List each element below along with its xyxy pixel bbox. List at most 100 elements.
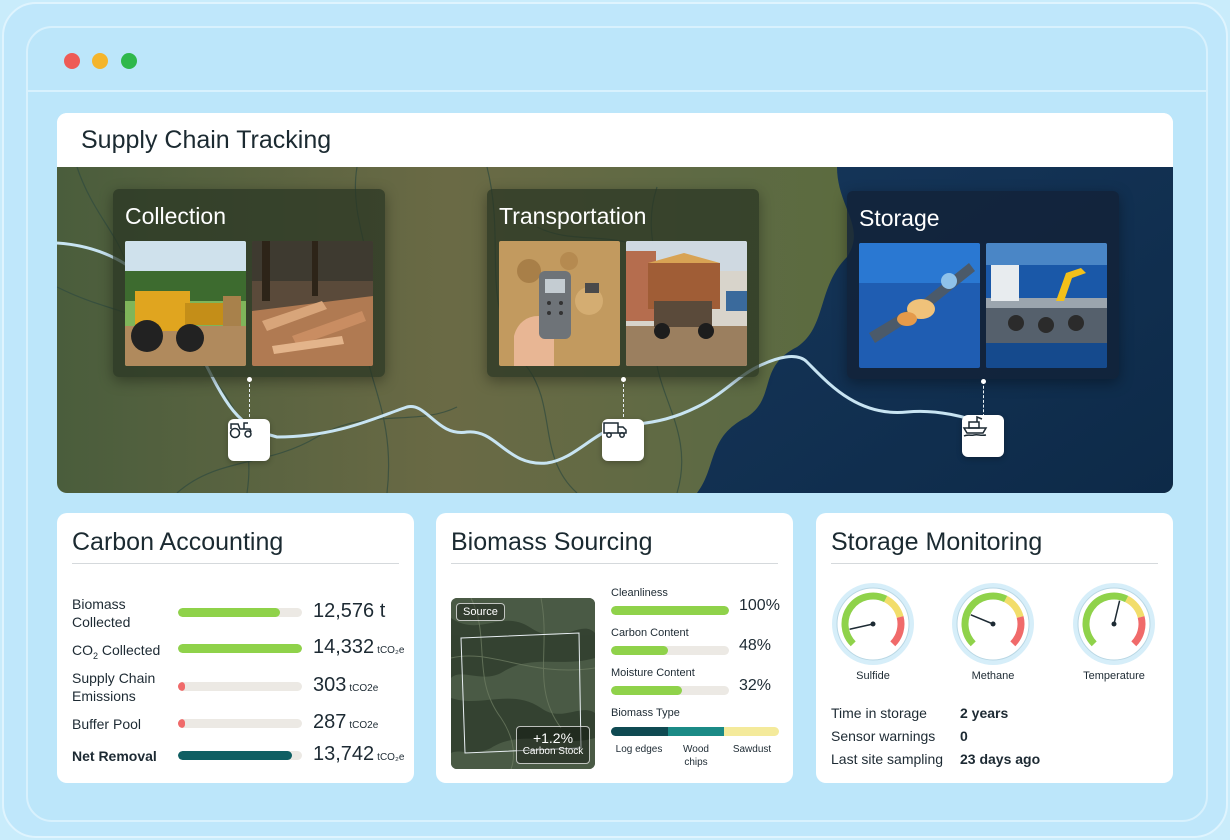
truck-icon[interactable]: [602, 419, 644, 461]
gauge-hub: [870, 621, 876, 627]
gauge-band-1: [883, 595, 904, 619]
carbon-row-net-removal: Net Removal 13,742 tCO₂e: [72, 743, 405, 782]
temperature-gauge: [1073, 583, 1155, 665]
carbon-row-bar-fill: [178, 608, 280, 617]
gauge-needle: [1113, 600, 1121, 625]
metric-label: Cleanliness: [611, 587, 668, 599]
supply-chain-panel: Supply Chain Tracking: [57, 113, 1173, 493]
biomass-type-segment-1: [668, 727, 724, 736]
biomass-type-section: Biomass Type Log edges Wood chips Sawdus…: [611, 707, 781, 768]
collection-stage-card[interactable]: Collection: [113, 189, 385, 377]
methane-gauge: [952, 583, 1034, 665]
carbon-row-bar-fill: [178, 644, 302, 653]
carbon-row-label: Buffer Pool: [72, 716, 142, 732]
temperature-gauge-label: Temperature: [1083, 670, 1145, 682]
metric-moisture-content: Moisture Content 32%: [611, 667, 781, 695]
metric-bar: [611, 606, 729, 615]
metric-value: 32%: [739, 677, 772, 694]
sensor-warnings-value: 0: [960, 728, 968, 744]
biomass-type-label: Biomass Type: [611, 707, 680, 719]
supply-chain-title: Supply Chain Tracking: [81, 126, 332, 154]
sulfide-gauge: [832, 583, 914, 665]
carbon-accounting-card: Carbon Accounting Biomass Collected 12,5…: [57, 513, 414, 783]
biomass-type-bar: [611, 727, 779, 736]
sensor-warnings-label: Sensor warnings: [831, 728, 936, 744]
metric-bar-fill: [611, 646, 668, 655]
storage-stage-title: Storage: [859, 205, 940, 231]
map-source-badge[interactable]: Source: [456, 603, 505, 621]
gauge-hub: [1111, 621, 1117, 627]
moisture-meter-photo: [499, 241, 620, 366]
divider: [451, 563, 778, 564]
collection-connector-dot: [247, 377, 252, 382]
sourcing-satellite-map[interactable]: Source +1.2% Carbon Stock: [451, 598, 595, 769]
transportation-stage-title: Transportation: [499, 203, 647, 229]
maximize-window-button[interactable]: [121, 53, 137, 69]
transportation-connector-dot: [621, 377, 626, 382]
biomass-type-sawdust: Sawdust: [732, 744, 772, 755]
carbon-row-bar-fill: [178, 719, 186, 728]
carbon-row-bar: [178, 644, 302, 653]
last-site-sampling-value: 23 days ago: [960, 751, 1041, 767]
dump-truck-photo: [626, 241, 747, 366]
time-in-storage-label: Time in storage: [831, 705, 927, 721]
carbon-accounting-title: Carbon Accounting: [72, 528, 284, 556]
carbon-row-value: 287 tCO2e: [313, 711, 379, 733]
collection-stage-title: Collection: [125, 203, 226, 229]
carbon-row-value: 13,742 tCO₂e: [313, 743, 405, 765]
storage-connector: [983, 381, 984, 417]
gauge-hub: [990, 621, 996, 627]
carbon-row-label: Supply Chain Emissions: [72, 670, 156, 704]
carbon-row-bar: [178, 682, 302, 691]
carbon-stock-label: Carbon Stock: [522, 746, 584, 757]
gauge-band-2: [1131, 616, 1146, 647]
metric-carbon-content: Carbon Content 48%: [611, 627, 781, 655]
biomass-type-wood-chips: Wood chips: [683, 744, 709, 768]
biomass-type-segment-0: [611, 727, 669, 736]
metric-bar-fill: [611, 606, 729, 615]
carbon-stock-badge: +1.2% Carbon Stock: [516, 726, 590, 764]
storage-monitoring-card: Storage Monitoring Sulfide Methane Tempe…: [816, 513, 1173, 783]
gauge-band-2: [890, 616, 905, 647]
offshore-vessel-photo: [986, 243, 1107, 368]
metric-label: Moisture Content: [611, 667, 695, 679]
last-site-sampling-label: Last site sampling: [831, 751, 944, 767]
gauge-band-1: [1003, 595, 1024, 619]
carbon-row-bar: [178, 608, 302, 617]
biomass-sourcing-title: Biomass Sourcing: [451, 528, 653, 556]
close-window-button[interactable]: [64, 53, 80, 69]
minimize-window-button[interactable]: [92, 53, 108, 69]
transportation-stage-card[interactable]: Transportation: [487, 189, 759, 377]
carbon-row-biomass-collected: Biomass Collected 12,576 t: [72, 595, 402, 631]
sulfide-gauge-label: Sulfide: [856, 670, 890, 682]
carbon-row-bar-fill: [178, 682, 186, 691]
gauge-band-1: [1124, 595, 1145, 619]
carbon-row-buffer-pool: Buffer Pool 287 tCO2e: [72, 711, 402, 750]
ship-icon[interactable]: [962, 415, 1004, 457]
metric-value: 100%: [739, 597, 780, 614]
supply-chain-map[interactable]: Collection: [57, 167, 1173, 493]
storage-connector-dot: [981, 379, 986, 384]
metric-cleanliness: Cleanliness 100%: [611, 587, 781, 615]
gauge-band-0: [1082, 592, 1129, 647]
carbon-row-supply-chain-emissions: Supply Chain Emissions 303 tCO2e: [72, 669, 402, 705]
biomass-type-log-edges: Log edges: [615, 744, 663, 755]
biomass-sourcing-card: Biomass Sourcing Source +1.2% Carbon Sto…: [436, 513, 793, 783]
metric-bar-fill: [611, 686, 682, 695]
supply-chain-header: Supply Chain Tracking: [57, 113, 1173, 167]
metric-value: 48%: [739, 637, 772, 654]
carbon-row-label: CO2 Collected: [72, 642, 161, 661]
time-in-storage-value: 2 years: [960, 705, 1009, 721]
transportation-connector: [623, 379, 624, 417]
title-bar: [28, 28, 1206, 92]
biomass-type-segment-2: [723, 727, 779, 736]
log-pile-photo: [252, 241, 373, 366]
storage-stage-card[interactable]: Storage: [847, 191, 1119, 379]
gauge-needle: [849, 623, 874, 630]
gauge-band-0: [841, 592, 888, 647]
carbon-stock-change: +1.2%: [532, 730, 574, 746]
tractor-icon[interactable]: [228, 419, 270, 461]
divider: [831, 563, 1158, 564]
gauge-band-0: [961, 592, 1008, 647]
carbon-row-co2-collected: CO2 Collected 14,332 tCO₂e: [72, 636, 404, 675]
